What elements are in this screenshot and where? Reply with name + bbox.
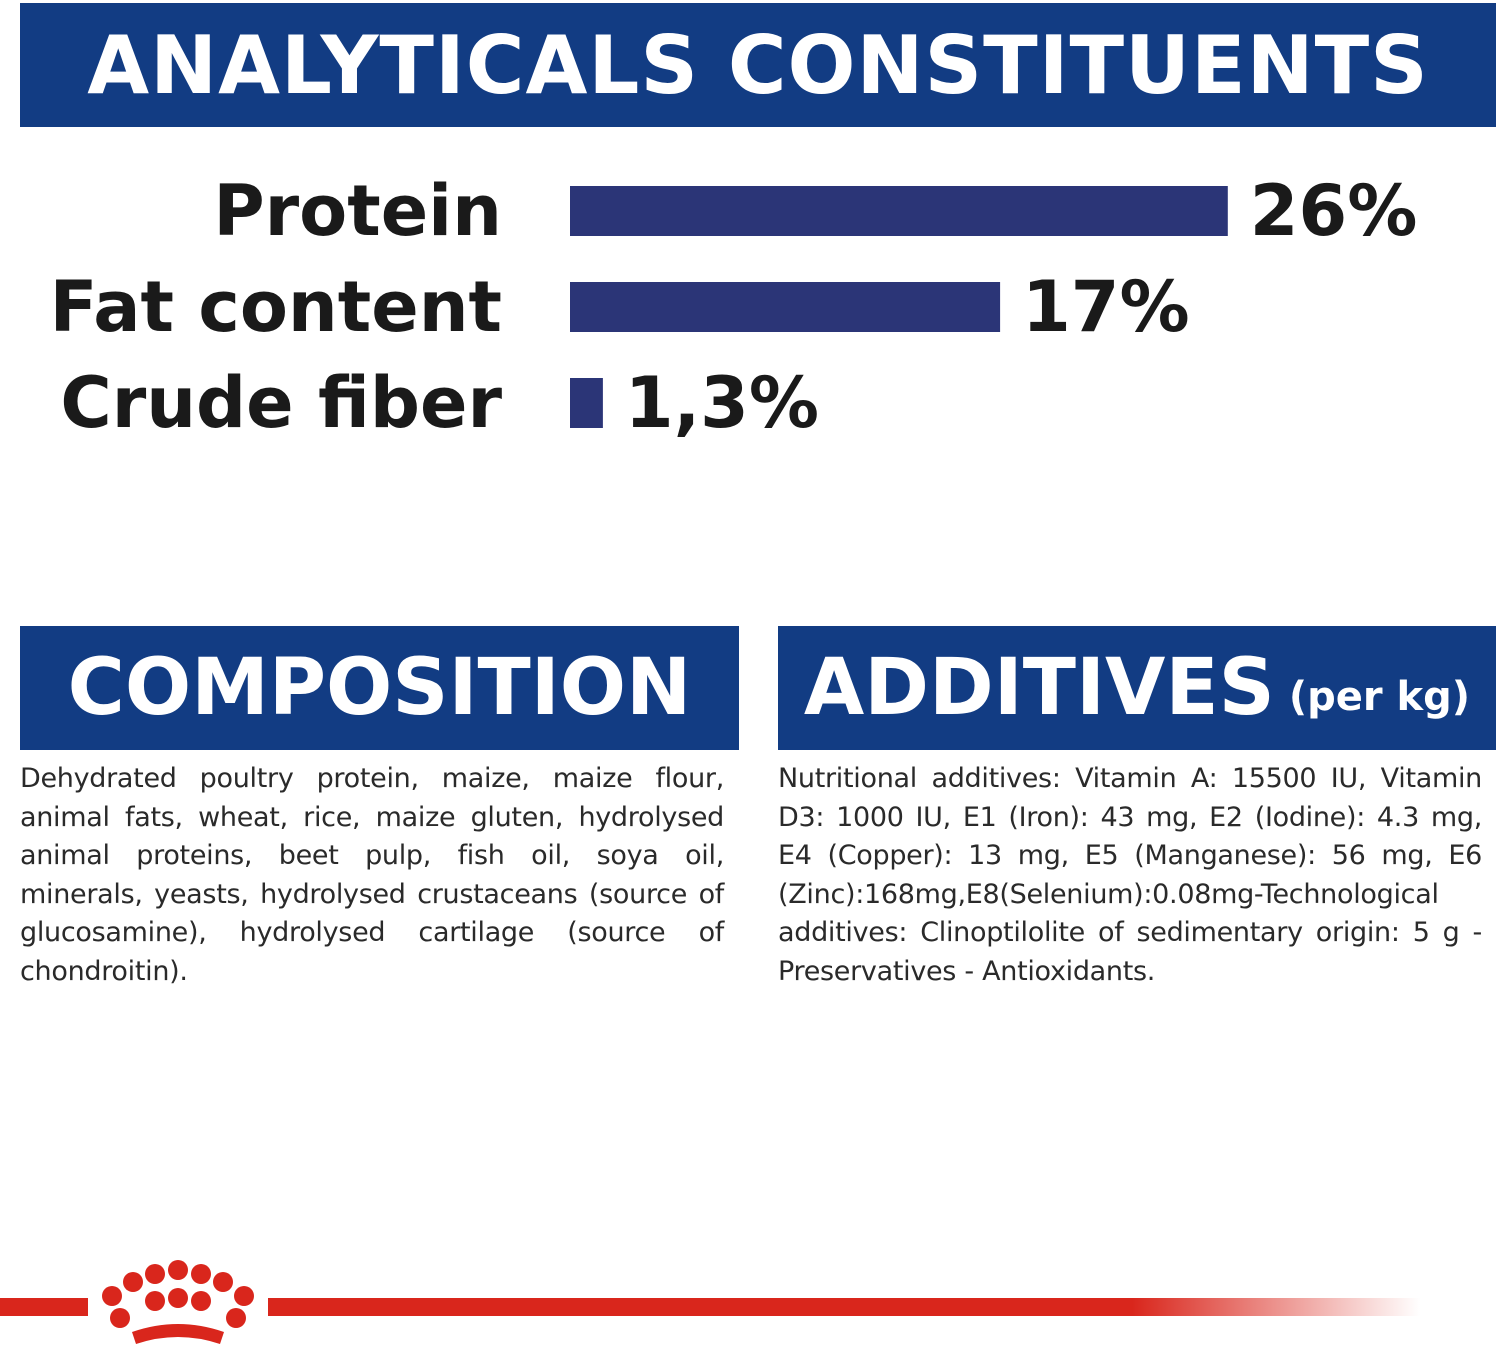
crown-icon bbox=[102, 1260, 254, 1344]
composition-title: COMPOSITION bbox=[67, 643, 692, 733]
footer-line bbox=[268, 1298, 1420, 1316]
category-label: Crude fiber bbox=[60, 362, 502, 444]
section-header: ANALYTICALS CONSTITUENTS bbox=[20, 3, 1496, 127]
footer-line bbox=[0, 1298, 88, 1316]
category-label: Fat content bbox=[50, 266, 502, 348]
category-label: Protein bbox=[213, 170, 502, 252]
value-label: 17% bbox=[1022, 266, 1190, 348]
footer-logo bbox=[0, 1260, 1420, 1344]
bar bbox=[570, 186, 1228, 236]
value-label: 26% bbox=[1250, 170, 1418, 252]
header-title: ANALYTICALS CONSTITUENTS bbox=[87, 18, 1429, 112]
additives-subtitle: (per kg) bbox=[1288, 674, 1471, 720]
bar bbox=[570, 378, 603, 428]
chart: Protein 26% Fat content 17% Crude fiber 1,3% bbox=[50, 170, 1418, 444]
additives-text: Nutritional additives: Vitamin A: 15500 … bbox=[778, 763, 1482, 987]
section-header: COMPOSITION bbox=[20, 626, 739, 750]
composition-text: Dehydrated poultry protein, maize, maize… bbox=[20, 763, 724, 987]
section-header: ADDITIVES (per kg) bbox=[778, 626, 1496, 750]
value-label: 1,3% bbox=[625, 362, 819, 444]
additives-title: ADDITIVES bbox=[803, 643, 1275, 733]
bar bbox=[570, 282, 1001, 332]
